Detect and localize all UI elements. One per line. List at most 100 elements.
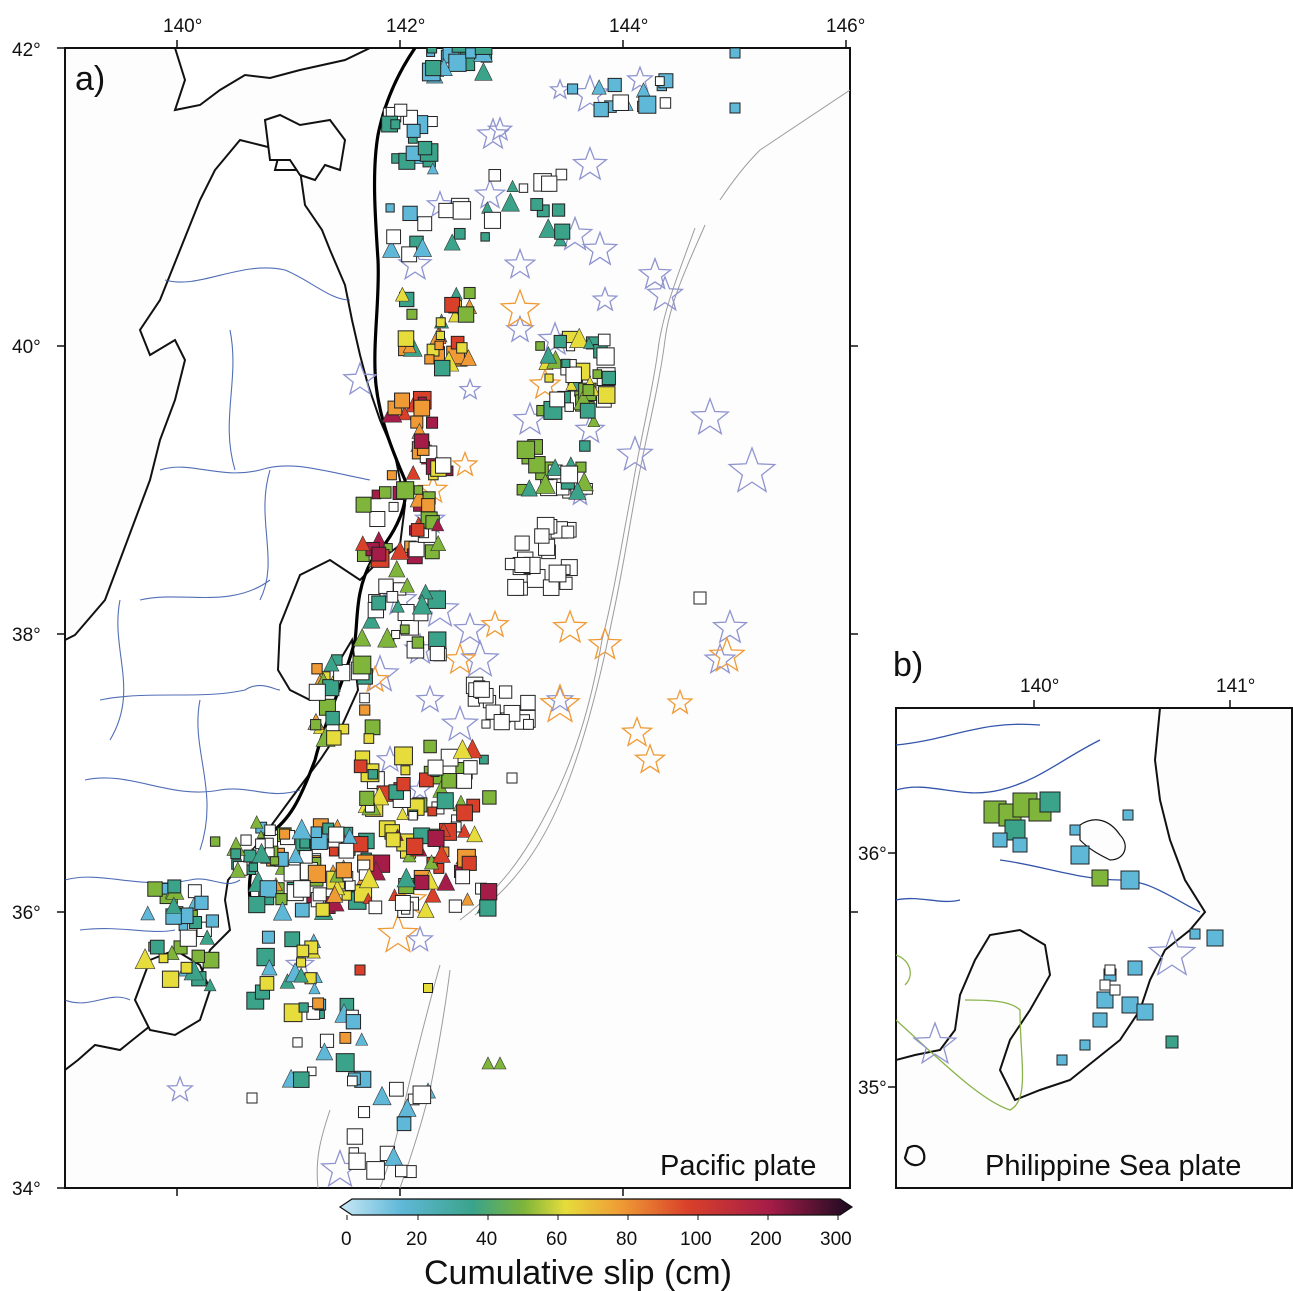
- slip-square: [279, 828, 291, 840]
- orange-star: [451, 450, 479, 477]
- open-square: [391, 629, 401, 640]
- slip-square: [593, 101, 609, 118]
- panel-b-plate-boundary: [896, 954, 1024, 1111]
- open-square: [520, 694, 536, 711]
- slip-square: [729, 102, 741, 114]
- slip-triangle: [430, 534, 447, 551]
- open-square: [456, 772, 473, 789]
- slip-square: [729, 48, 741, 59]
- open-square: [463, 760, 478, 775]
- slip-square: [345, 1014, 362, 1030]
- slip-square: [413, 433, 430, 449]
- slip-square: [426, 48, 438, 54]
- open-square: [386, 590, 399, 603]
- slip-square: [385, 832, 401, 848]
- slip-triangle: [229, 861, 246, 878]
- open-square: [312, 887, 327, 902]
- open-square: [488, 169, 502, 182]
- slip-square: [461, 855, 477, 871]
- slip-triangle: [405, 464, 421, 480]
- open-square: [408, 811, 418, 821]
- open-square: [1104, 964, 1116, 976]
- slip-triangle: [355, 1032, 369, 1046]
- orange-star: [633, 743, 667, 774]
- slip-square: [436, 792, 454, 810]
- open-square: [264, 824, 276, 837]
- slip-square: [601, 370, 616, 386]
- slip-square: [180, 961, 193, 974]
- slip-square: [371, 595, 387, 611]
- orange-star: [552, 609, 588, 644]
- lon-tick-144: 144°: [609, 16, 648, 37]
- slip-triangle: [369, 785, 390, 806]
- slip-square: [335, 862, 352, 879]
- slip-square: [371, 546, 387, 562]
- slip-triangle: [382, 239, 401, 258]
- slip-triangle: [372, 1085, 392, 1106]
- panel-a-plate-label: Pacific plate: [660, 1150, 816, 1182]
- open-square: [693, 591, 707, 605]
- open-square: [246, 1092, 258, 1104]
- slip-triangle: [452, 739, 473, 759]
- open-square: [597, 333, 611, 347]
- slip-square: [311, 663, 323, 675]
- open-square: [283, 864, 301, 882]
- slip-square: [326, 730, 342, 746]
- slip-square: [1206, 929, 1224, 947]
- slip-square: [561, 358, 571, 368]
- slip-square: [261, 930, 275, 944]
- slip-square: [299, 837, 311, 849]
- kasumigaura-lake: [1079, 819, 1126, 861]
- slip-square: [479, 754, 489, 765]
- blue-star: [473, 177, 507, 209]
- orange-star: [587, 626, 623, 660]
- open-square: [452, 201, 472, 220]
- slip-square: [480, 883, 498, 901]
- slip-square: [294, 902, 310, 918]
- blue-star: [581, 230, 619, 266]
- open-square: [319, 1033, 335, 1048]
- slip-square: [554, 223, 571, 240]
- slip-square: [284, 931, 301, 948]
- lon-tick-140: 140°: [163, 16, 202, 37]
- slip-square: [328, 846, 339, 857]
- slip-square: [307, 864, 327, 883]
- blue-star: [645, 274, 685, 312]
- slip-square: [406, 308, 418, 320]
- slip-triangle: [506, 179, 519, 192]
- open-square: [473, 681, 490, 698]
- slip-square: [385, 203, 395, 213]
- slip-square: [396, 776, 411, 792]
- blue-star: [440, 704, 480, 742]
- slip-square: [149, 939, 165, 955]
- open-square: [388, 1081, 404, 1097]
- slip-square: [296, 957, 307, 968]
- slip-triangle: [426, 162, 439, 175]
- open-square: [455, 869, 471, 885]
- open-square: [394, 894, 411, 911]
- panel-b-rivers: [896, 723, 1201, 913]
- slip-square: [406, 123, 421, 138]
- slip-square: [421, 498, 436, 513]
- blue-star: [727, 446, 777, 493]
- slip-triangle: [535, 473, 556, 494]
- slip-triangle: [164, 944, 180, 960]
- open-square: [388, 501, 399, 512]
- blue-star: [342, 361, 378, 396]
- slip-triangle: [481, 1056, 495, 1070]
- slip-square: [259, 976, 275, 991]
- blue-star: [165, 1075, 195, 1103]
- colorbar-ticks: [346, 1215, 839, 1220]
- panel-b-stars: [912, 929, 1197, 1065]
- open-square: [596, 347, 615, 366]
- slip-square: [394, 392, 411, 409]
- slip-square: [453, 227, 466, 240]
- slip-square: [338, 723, 350, 735]
- slip-square: [479, 899, 497, 917]
- slip-square: [638, 95, 657, 114]
- open-square: [369, 511, 386, 528]
- orange-star: [499, 288, 541, 328]
- open-square: [179, 929, 197, 947]
- colorbar-ramp: [338, 1198, 854, 1216]
- land-hokkaido: [173, 48, 371, 112]
